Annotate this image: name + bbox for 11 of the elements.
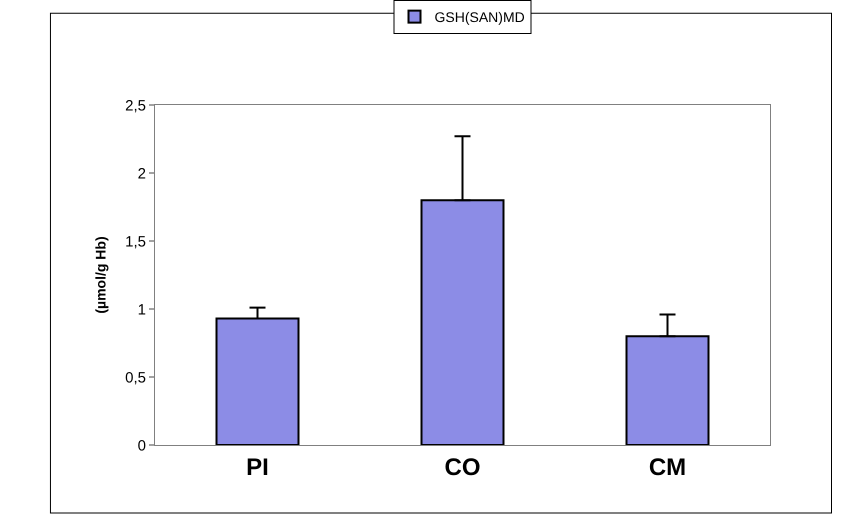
x-tick-label: CO [444,454,480,481]
text: 0,5 [125,369,146,386]
text: 2,5 [125,97,146,114]
y-tick-label: 1 [138,301,146,318]
x-tick-label: PI [246,454,269,481]
legend-label: GSH(SAN)MD [434,9,525,26]
text: 1,5 [125,233,146,250]
y-tick-label: 2 [138,165,146,182]
x-tick-label: CM [648,454,686,481]
y-axis-title: (µmol/g Hb) [92,236,109,314]
y-tick-label: 0 [138,437,146,454]
